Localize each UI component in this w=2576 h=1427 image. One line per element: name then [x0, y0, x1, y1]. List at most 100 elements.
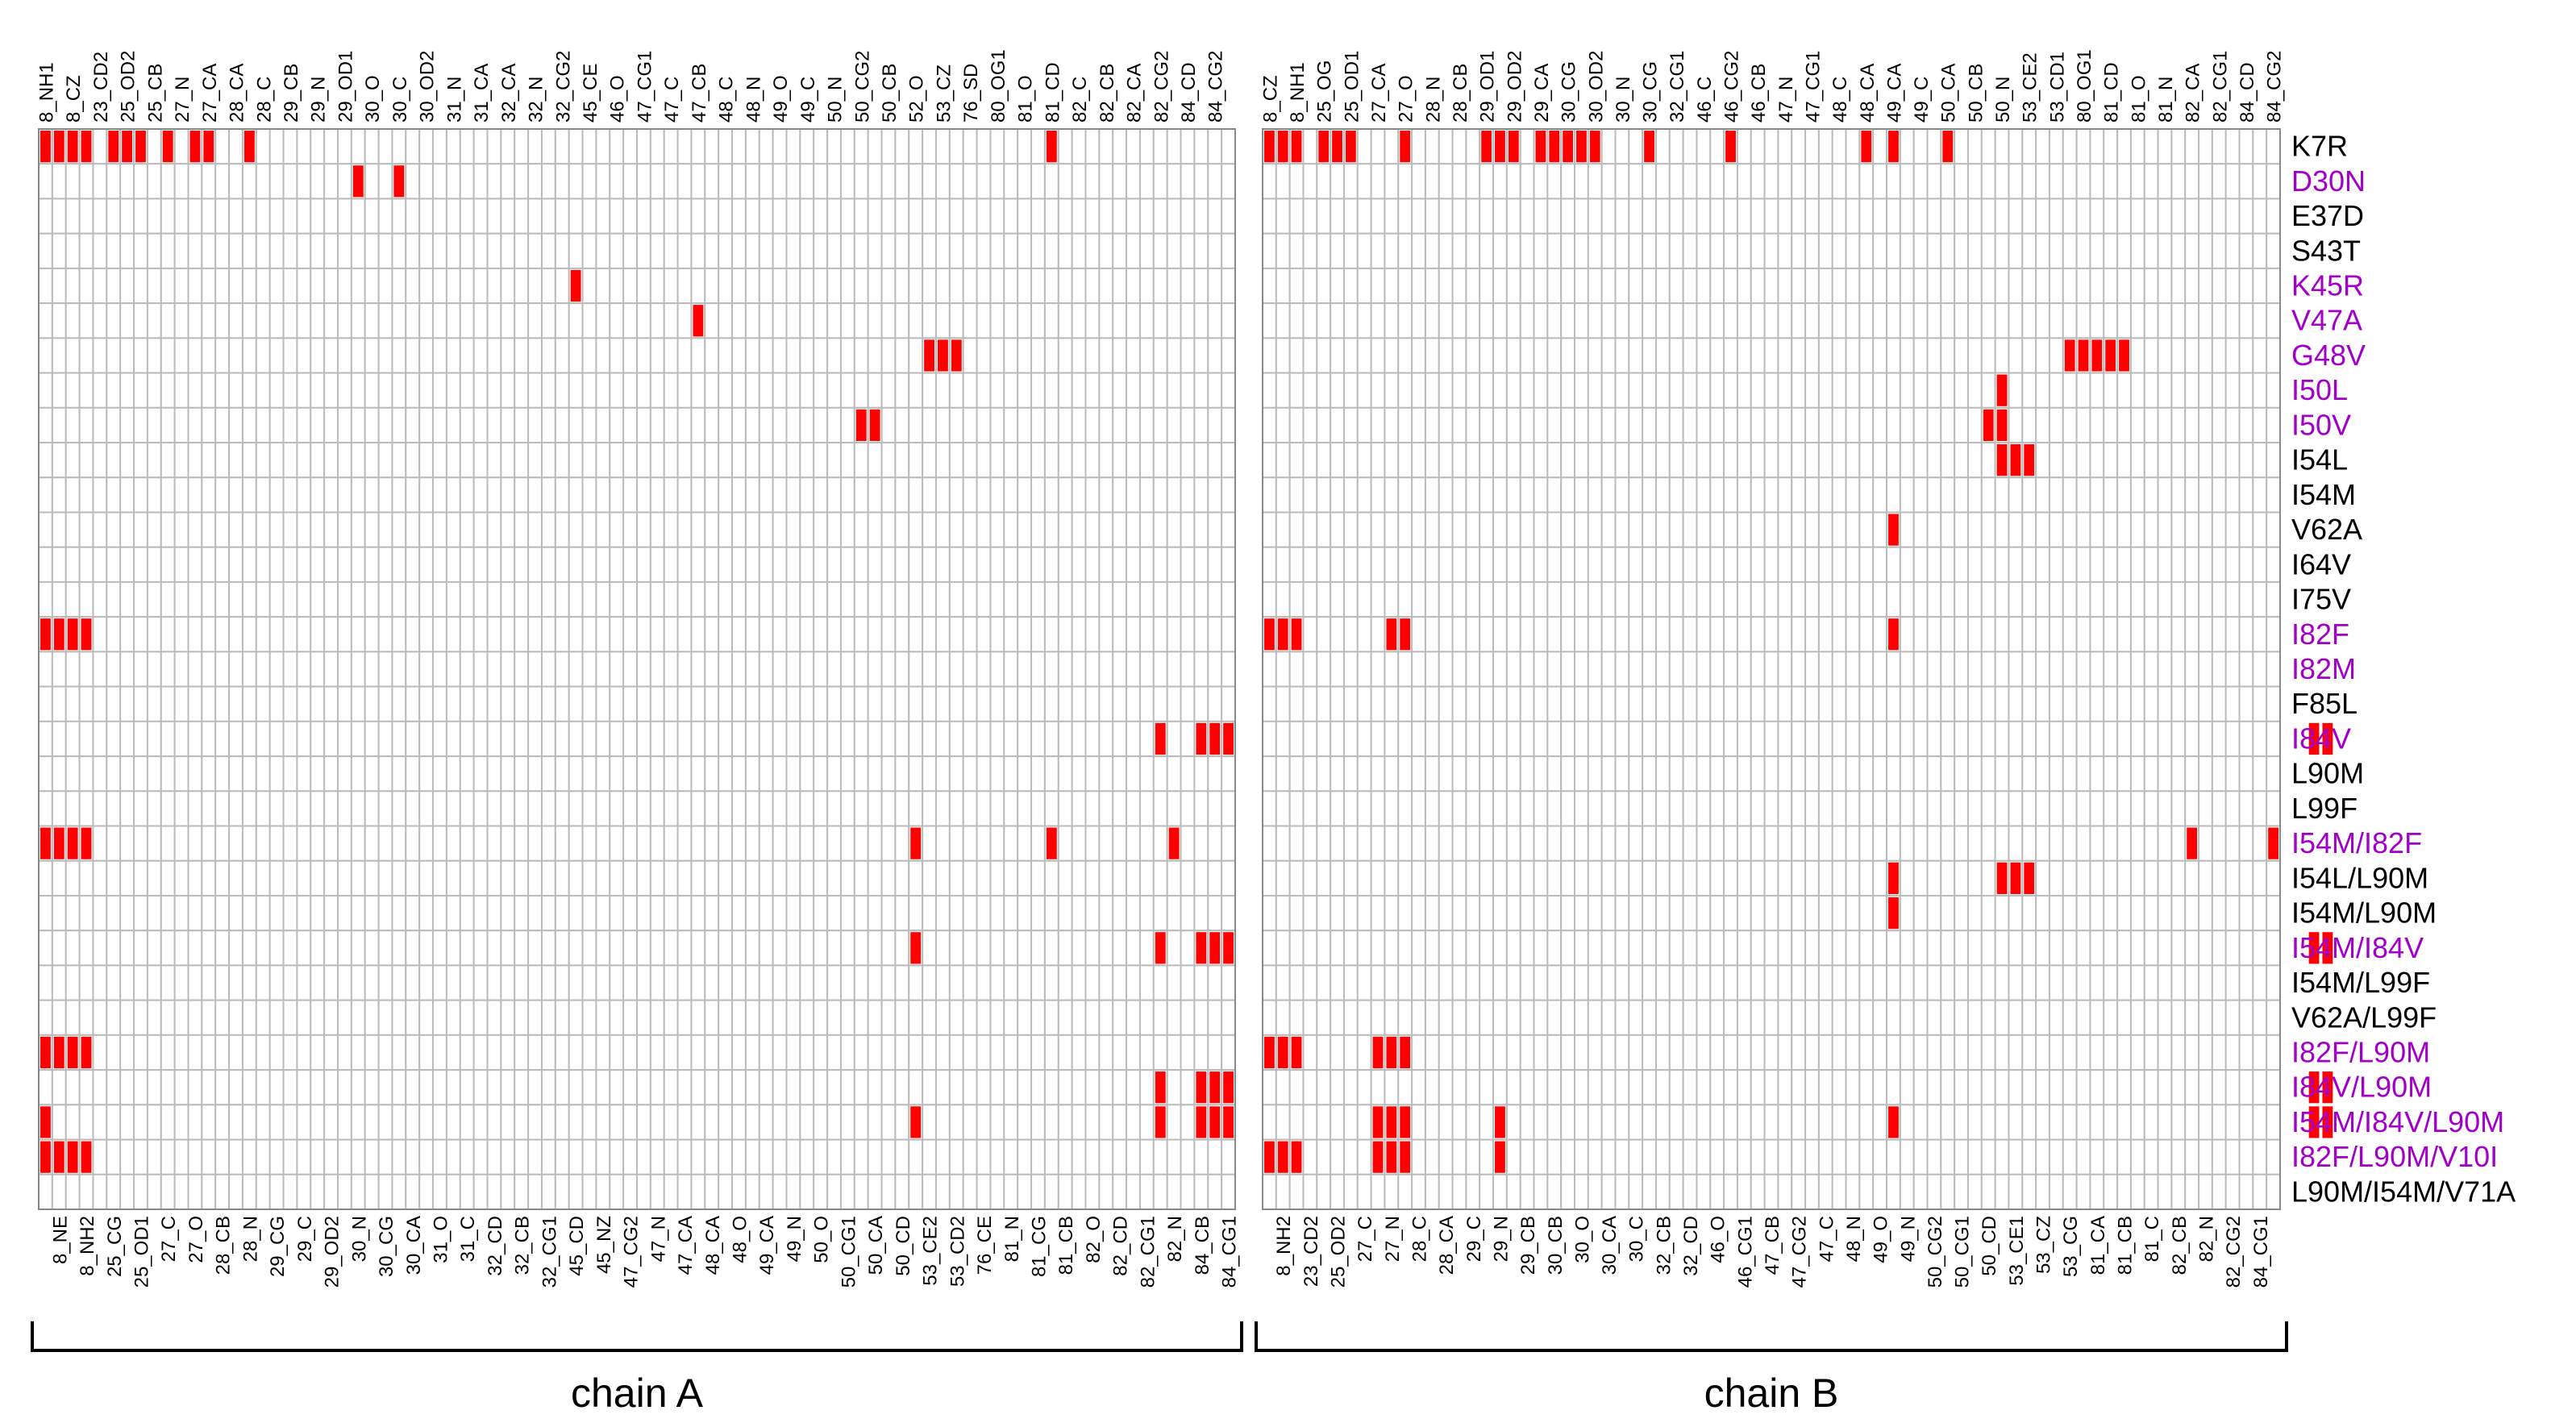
grid-cell: [1057, 337, 1073, 374]
grid-cell: [1872, 337, 1888, 374]
grid-cell: [1316, 476, 1332, 514]
grid-cell: [622, 302, 638, 339]
grid-cell: [1574, 511, 1589, 548]
grid-cell: [1438, 930, 1454, 967]
grid-cell: [1152, 267, 1168, 305]
grid-cell: [1614, 546, 1630, 583]
grid-cell: [976, 546, 992, 583]
grid-cell: [1411, 859, 1426, 897]
grid-cell: [2211, 930, 2227, 967]
grid-cell: [472, 1104, 489, 1141]
hit-cell: [67, 1141, 78, 1173]
grid-cell: [989, 546, 1005, 583]
grid-cell: [704, 825, 720, 862]
grid-cell: [1465, 546, 1481, 583]
column-label-top: 82_CG2: [1151, 51, 1172, 123]
grid-cell: [459, 790, 475, 827]
grid-cell: [173, 930, 189, 967]
grid-cell: [527, 790, 543, 827]
grid-cell: [1994, 546, 2010, 583]
grid-cell: [1138, 198, 1155, 235]
grid-cell: [2116, 406, 2132, 444]
grid-cell: [1288, 302, 1305, 339]
grid-cell: [704, 302, 720, 339]
grid-cell: [636, 546, 651, 583]
grid-cell: [718, 372, 734, 409]
grid-cell: [1614, 128, 1630, 165]
grid-cell: [867, 859, 883, 897]
grid-cell: [718, 1138, 734, 1175]
grid-cell: [989, 442, 1005, 479]
grid-cell: [119, 232, 135, 269]
grid-cell: [785, 825, 801, 862]
grid-cell: [1084, 442, 1101, 479]
grid-cell: [146, 651, 162, 688]
grid-cell: [391, 267, 407, 305]
grid-cell: [989, 476, 1005, 514]
grid-cell: [1750, 546, 1766, 583]
grid-cell: [255, 859, 271, 897]
grid-cell: [1438, 894, 1454, 932]
grid-cell: [459, 894, 475, 932]
grid-cell: [1262, 406, 1277, 444]
grid-cell: [514, 511, 530, 548]
grid-cell: [1560, 580, 1576, 618]
grid-cell: [799, 198, 815, 235]
grid-cell: [1180, 337, 1196, 374]
grid-cell: [2048, 720, 2064, 758]
grid-cell: [1926, 999, 1942, 1036]
grid-cell: [894, 128, 910, 165]
grid-cell: [908, 198, 924, 235]
grid-cell: [1912, 128, 1929, 165]
grid-cell: [2035, 476, 2050, 514]
grid-cell: [337, 1138, 352, 1175]
grid-cell: [1858, 511, 1875, 548]
grid-cell: [1302, 859, 1318, 897]
grid-cell: [2224, 302, 2241, 339]
grid-cell: [1017, 372, 1033, 409]
grid-cell: [472, 755, 489, 793]
grid-cell: [540, 406, 556, 444]
grid-cell: [880, 406, 897, 444]
grid-cell: [935, 825, 951, 862]
grid-cell: [364, 163, 380, 200]
grid-cell: [663, 267, 679, 305]
hit-cell: [393, 165, 405, 198]
grid-cell: [1356, 755, 1372, 793]
grid-cell: [2157, 337, 2173, 374]
grid-cell: [554, 825, 570, 862]
grid-cell: [1098, 755, 1114, 793]
column-label-top: 81_O: [1015, 75, 1037, 123]
grid-cell: [92, 894, 108, 932]
grid-cell: [38, 790, 53, 827]
grid-cell: [1262, 790, 1277, 827]
grid-cell: [1723, 964, 1738, 1001]
grid-cell: [2252, 685, 2268, 722]
grid-cell: [962, 825, 978, 862]
grid-cell: [255, 232, 271, 269]
grid-cell: [540, 755, 556, 793]
grid-cell: [1275, 442, 1291, 479]
grid-cell: [1587, 372, 1603, 409]
grid-cell: [2089, 685, 2105, 722]
grid-cell: [1302, 930, 1318, 967]
grid-cell: [527, 163, 543, 200]
grid-cell: [1926, 580, 1942, 618]
grid-cell: [1166, 1104, 1182, 1141]
grid-cell: [880, 616, 897, 653]
grid-cell: [1043, 511, 1059, 548]
grid-cell: [922, 511, 937, 548]
grid-cell: [2157, 651, 2173, 688]
grid-cell: [1180, 685, 1196, 722]
grid-cell: [1858, 685, 1875, 722]
grid-cell: [1112, 511, 1128, 548]
grid-cell: [1560, 267, 1576, 305]
hit-cell: [570, 269, 581, 302]
grid-cell: [1138, 685, 1155, 722]
grid-cell: [38, 232, 53, 269]
grid-cell: [255, 302, 271, 339]
grid-cell: [296, 1173, 312, 1210]
grid-cell: [78, 372, 94, 409]
grid-cell: [527, 825, 543, 862]
grid-cell: [282, 372, 298, 409]
